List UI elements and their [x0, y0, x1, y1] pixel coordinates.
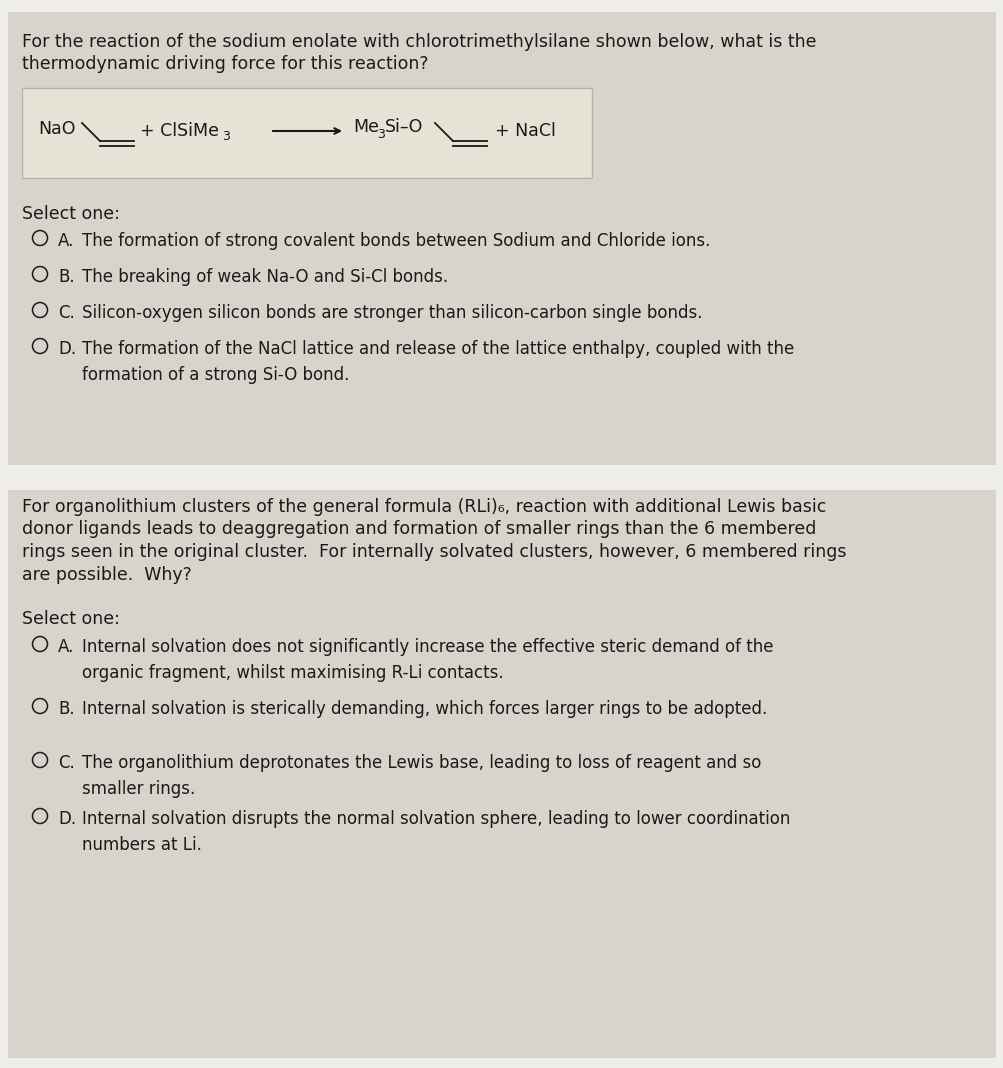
Text: Silicon-oxygen silicon bonds are stronger than silicon-carbon single bonds.: Silicon-oxygen silicon bonds are stronge… [82, 304, 702, 321]
Text: Internal solvation disrupts the normal solvation sphere, leading to lower coordi: Internal solvation disrupts the normal s… [82, 810, 789, 853]
Text: D.: D. [58, 340, 76, 358]
Text: 3: 3 [376, 128, 384, 141]
Text: 3: 3 [222, 130, 230, 143]
Text: Select one:: Select one: [22, 610, 119, 628]
Text: Internal solvation does not significantly increase the effective steric demand o: Internal solvation does not significantl… [82, 638, 772, 681]
Text: + ClSiMe: + ClSiMe [139, 122, 219, 140]
Text: NaO: NaO [38, 120, 75, 138]
Bar [8, 12, 995, 465]
Text: The formation of the NaCl lattice and release of the lattice enthalpy, coupled w: The formation of the NaCl lattice and re… [82, 340, 793, 383]
Text: The breaking of weak Na-O and Si-Cl bonds.: The breaking of weak Na-O and Si-Cl bond… [82, 268, 447, 286]
Text: Si–O: Si–O [384, 117, 423, 136]
Text: donor ligands leads to deaggregation and formation of smaller rings than the 6 m: donor ligands leads to deaggregation and… [22, 520, 815, 538]
Text: rings seen in the original cluster.  For internally solvated clusters, however, : rings seen in the original cluster. For … [22, 543, 846, 561]
Text: B.: B. [58, 268, 74, 286]
Text: For organolithium clusters of the general formula (RLi)₆, reaction with addition: For organolithium clusters of the genera… [22, 498, 825, 516]
Text: A.: A. [58, 638, 74, 656]
Text: Internal solvation is sterically demanding, which forces larger rings to be adop: Internal solvation is sterically demandi… [82, 700, 766, 718]
Bar [22, 88, 592, 178]
Text: C.: C. [58, 304, 74, 321]
Bar [8, 490, 995, 1058]
Text: A.: A. [58, 232, 74, 250]
Text: The organolithium deprotonates the Lewis base, leading to loss of reagent and so: The organolithium deprotonates the Lewis… [82, 754, 760, 798]
Text: The formation of strong covalent bonds between Sodium and Chloride ions.: The formation of strong covalent bonds b… [82, 232, 710, 250]
Text: Me: Me [353, 117, 378, 136]
Text: Select one:: Select one: [22, 205, 119, 223]
Text: thermodynamic driving force for this reaction?: thermodynamic driving force for this rea… [22, 54, 428, 73]
Text: For the reaction of the sodium enolate with chlorotrimethylsilane shown below, w: For the reaction of the sodium enolate w… [22, 33, 815, 51]
Text: + NaCl: + NaCl [494, 122, 556, 140]
Text: are possible.  Why?: are possible. Why? [22, 566, 192, 584]
Text: B.: B. [58, 700, 74, 718]
Text: C.: C. [58, 754, 74, 772]
Text: D.: D. [58, 810, 76, 828]
